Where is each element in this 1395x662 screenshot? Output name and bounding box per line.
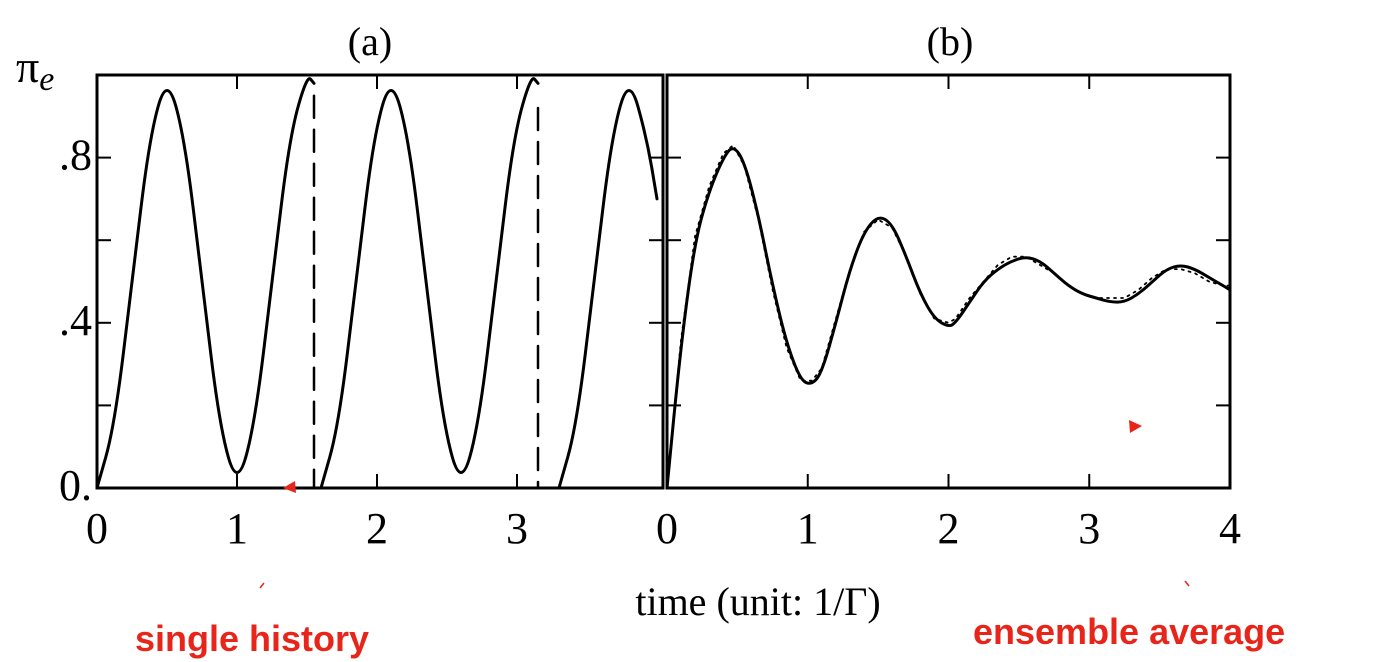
pointer-right-arrowhead — [1129, 420, 1142, 433]
panel-b-title: (b) — [927, 19, 974, 64]
x-tick-label: 0 — [656, 504, 678, 553]
x-tick-label: 3 — [1078, 504, 1100, 553]
y-tick-label: 0. — [59, 461, 92, 510]
y-tick-label: .8 — [59, 131, 92, 180]
annotation-single-history: single history — [135, 618, 370, 659]
pointer-left-tick — [259, 582, 265, 589]
series-dotted-line — [666, 144, 1231, 489]
x-tick-label: 0 — [86, 504, 108, 553]
panel-b-ticks: 0 1 2 3 4 — [656, 75, 1241, 553]
x-tick-label: 2 — [938, 504, 960, 553]
series-solid-line — [95, 77, 316, 490]
panel-a-ticks: 0 1 2 3 0. .4 .8 — [59, 75, 663, 553]
x-tick-label: 4 — [1219, 504, 1241, 553]
panel-a-frame — [95, 73, 665, 490]
x-tick-label: 1 — [797, 504, 819, 553]
y-axis-label-subscript: e — [39, 61, 54, 98]
y-axis-label: πe — [16, 41, 54, 98]
panel-b-lines — [665, 144, 1232, 490]
pointer-left-arrowhead — [283, 481, 296, 493]
panel-b-frame — [665, 73, 1232, 490]
panel-a-lines — [95, 77, 659, 490]
x-axis-label: time (unit: 1/Γ) — [635, 579, 880, 624]
panel-a-title: (a) — [348, 19, 392, 64]
annotation-pointers — [259, 420, 1190, 589]
x-tick-label: 2 — [366, 504, 388, 553]
series-solid-line — [319, 77, 540, 490]
annotation-ensemble-average: ensemble average — [973, 611, 1286, 652]
series-solid-line — [557, 89, 659, 490]
x-tick-label: 1 — [226, 504, 248, 553]
y-tick-label: .4 — [59, 296, 92, 345]
x-tick-label: 3 — [506, 504, 528, 553]
pointer-right-tick — [1184, 580, 1190, 587]
series-solid-line — [665, 147, 1232, 490]
y-axis-label-main: π — [16, 41, 39, 92]
